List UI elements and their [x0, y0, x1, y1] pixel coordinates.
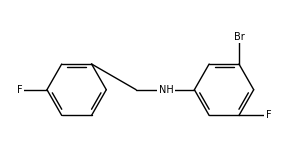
- Text: F: F: [17, 85, 22, 95]
- Text: NH: NH: [159, 85, 173, 95]
- Text: Br: Br: [234, 32, 244, 42]
- Text: F: F: [266, 110, 271, 120]
